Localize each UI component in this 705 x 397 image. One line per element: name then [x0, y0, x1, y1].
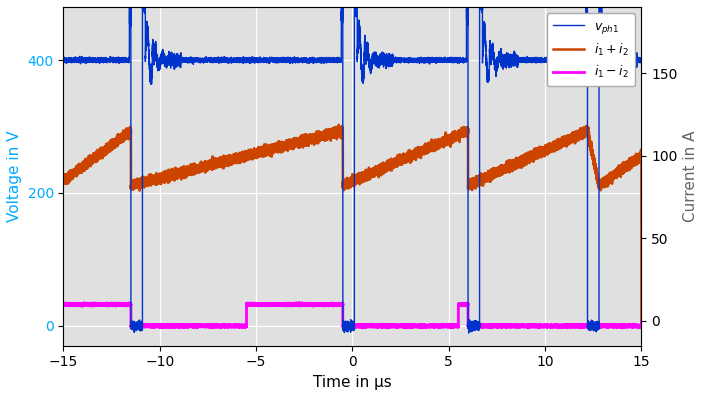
$v_{ph1}$ — [78, 58, 86, 63]
$i_1 + i_2$ — [198, 168, 207, 172]
$v_{ph1}$ — [59, 58, 68, 63]
$i_1 + i_2$ — [334, 122, 343, 127]
$v_{ph1}$ — [122, 58, 130, 62]
$i_1 + i_2$ — [78, 164, 86, 169]
$i_1 + i_2$ — [637, 316, 646, 321]
Y-axis label: Voltage in V: Voltage in V — [7, 131, 22, 222]
$i_1 - i_2$ — [295, 300, 303, 305]
$v_{ph1}$ — [198, 58, 207, 63]
$v_{ph1}$ — [465, 331, 473, 335]
$v_{ph1}$ — [365, 58, 374, 63]
$i_1 + i_2$ — [59, 177, 68, 182]
$i_1 - i_2$ — [122, 302, 130, 307]
$i_1 - i_2$ — [402, 326, 410, 330]
Line: $i_1 - i_2$: $i_1 - i_2$ — [63, 303, 642, 328]
Y-axis label: Current in A: Current in A — [683, 131, 698, 222]
$i_1 - i_2$ — [637, 319, 646, 324]
Legend: $v_{ph1}$, $i_1 + i_2$, $i_1 - i_2$: $v_{ph1}$, $i_1 + i_2$, $i_1 - i_2$ — [546, 13, 635, 87]
$i_1 + i_2$ — [186, 166, 195, 171]
$i_1 - i_2$ — [560, 324, 569, 329]
X-axis label: Time in μs: Time in μs — [313, 375, 392, 390]
$i_1 - i_2$ — [198, 324, 207, 329]
$i_1 - i_2$ — [78, 303, 86, 308]
Line: $v_{ph1}$: $v_{ph1}$ — [63, 0, 642, 333]
$i_1 + i_2$ — [560, 140, 569, 145]
$i_1 - i_2$ — [186, 324, 195, 329]
$i_1 - i_2$ — [365, 324, 374, 329]
$i_1 - i_2$ — [59, 301, 68, 306]
$i_1 + i_2$ — [122, 133, 130, 138]
$v_{ph1}$ — [560, 60, 569, 64]
$v_{ph1}$ — [637, 58, 646, 62]
$v_{ph1}$ — [186, 58, 195, 63]
Line: $i_1 + i_2$: $i_1 + i_2$ — [63, 125, 642, 319]
$i_1 + i_2$ — [365, 170, 374, 175]
